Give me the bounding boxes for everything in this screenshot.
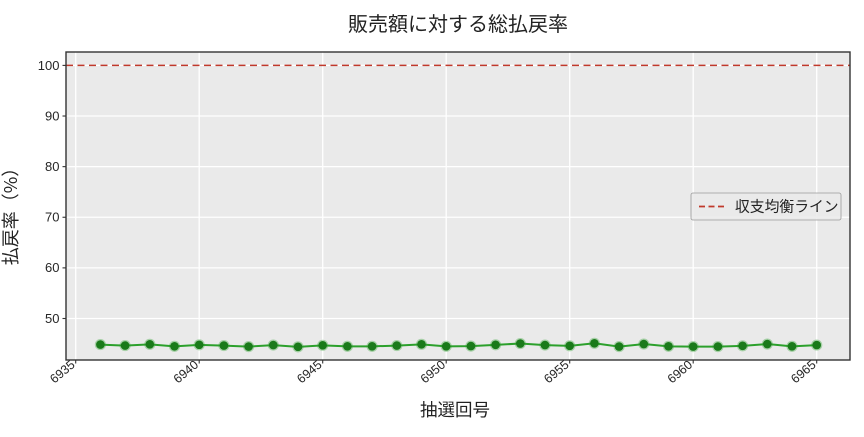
svg-text:6940: 6940: [171, 358, 201, 387]
svg-text:払戻率（%）: 払戻率（%）: [0, 159, 23, 266]
svg-text:6965: 6965: [788, 358, 818, 387]
svg-text:6960: 6960: [665, 358, 695, 387]
svg-text:収支均衡ライン: 収支均衡ライン: [735, 196, 839, 217]
svg-text:6935: 6935: [47, 358, 77, 387]
svg-text:100: 100: [38, 58, 60, 73]
svg-text:6950: 6950: [418, 358, 448, 387]
svg-text:6955: 6955: [541, 358, 571, 387]
svg-text:50: 50: [45, 311, 59, 326]
svg-text:70: 70: [45, 210, 59, 225]
svg-text:販売額に対する総払戻率: 販売額に対する総払戻率: [348, 8, 568, 37]
svg-text:6945: 6945: [294, 358, 324, 387]
svg-text:60: 60: [45, 260, 59, 275]
svg-text:抽選回号: 抽選回号: [420, 397, 490, 422]
svg-text:90: 90: [45, 108, 59, 123]
svg-text:80: 80: [45, 159, 59, 174]
